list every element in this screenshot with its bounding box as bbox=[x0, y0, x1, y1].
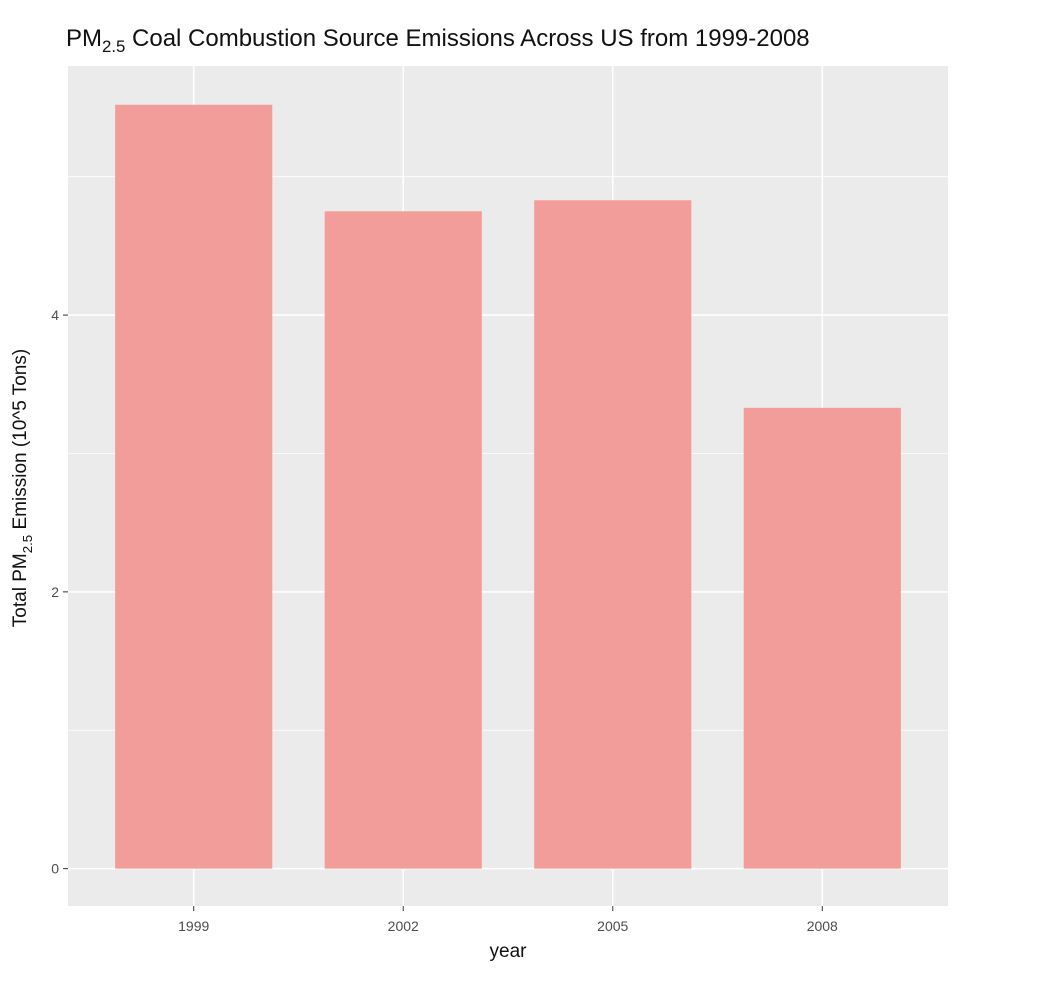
y-axis-label: Total PM2.5 Emission (10^5 Tons) bbox=[10, 349, 35, 627]
y-axis-label-suffix: Emission (10^5 Tons) bbox=[10, 349, 31, 535]
chart-title-suffix: Coal Combustion Source Emissions Across … bbox=[125, 25, 809, 52]
bar-2002 bbox=[324, 211, 482, 869]
chart-title-prefix: PM bbox=[66, 25, 102, 52]
bar-1999 bbox=[115, 104, 273, 869]
x-axis-label: year bbox=[490, 941, 528, 962]
bar-2005 bbox=[534, 200, 692, 869]
y-tick-label: 0 bbox=[51, 861, 59, 877]
x-tick-label: 2008 bbox=[807, 918, 838, 934]
x-tick-label: 2005 bbox=[597, 918, 628, 934]
x-tick-label: 1999 bbox=[178, 918, 209, 934]
chart-title: PM2.5 Coal Combustion Source Emissions A… bbox=[66, 25, 810, 56]
bars bbox=[115, 104, 901, 869]
y-axis-label-subscript: 2.5 bbox=[20, 535, 35, 554]
x-tick-label: 2002 bbox=[388, 918, 419, 934]
y-tick-label: 2 bbox=[51, 584, 59, 600]
chart-title-subscript: 2.5 bbox=[102, 37, 125, 56]
x-axis: 1999 2002 2005 2008 bbox=[178, 906, 838, 934]
bar-2008 bbox=[743, 407, 901, 869]
y-tick-label: 4 bbox=[51, 307, 59, 323]
y-axis: 0 2 4 bbox=[51, 307, 68, 877]
y-axis-label-prefix: Total PM bbox=[10, 553, 31, 627]
